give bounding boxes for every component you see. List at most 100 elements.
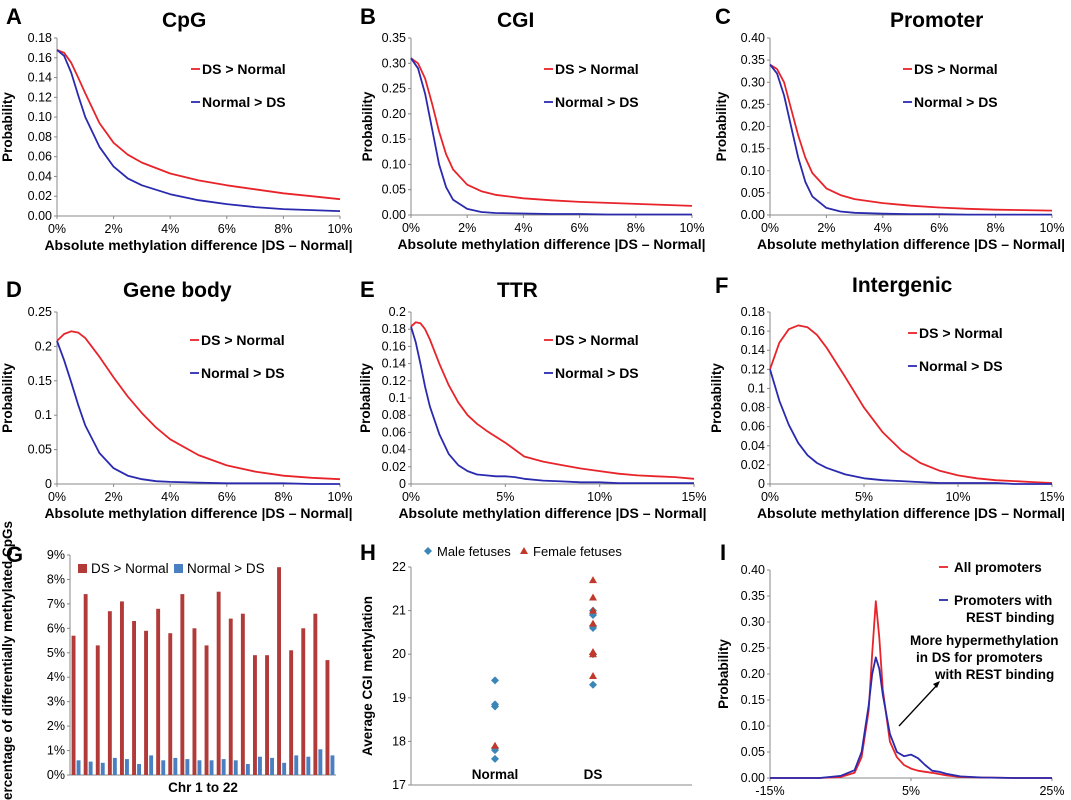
y-tick-label: 17 [392, 778, 406, 792]
bar-ds-gt-normal [156, 608, 161, 775]
bar-ds-gt-normal [95, 645, 100, 775]
legend-marker-male [424, 547, 432, 555]
annotation-text: with REST binding [934, 667, 1054, 682]
point-female [491, 741, 499, 749]
legend-label: Normal > DS [202, 94, 286, 110]
y-tick-label: 0.15 [741, 693, 765, 707]
y-tick-label: 0.14 [28, 71, 52, 85]
y-tick-label: 0.35 [741, 589, 765, 603]
y-tick-label: 0.05 [741, 186, 765, 200]
y-tick-label: 0.00 [741, 208, 765, 222]
panel-letter: H [360, 540, 376, 565]
y-tick-label: 0.00 [28, 209, 52, 223]
bar-normal-gt-ds [233, 760, 238, 775]
bar-ds-gt-normal [265, 655, 269, 775]
legend-label: Promoters with [954, 593, 1052, 608]
y-tick-label: 0.06 [741, 420, 765, 434]
x-tick-label: 25% [1039, 784, 1064, 798]
x-tick-label: 6% [571, 221, 589, 235]
y-axis-label: Percentage of differentially methylated … [0, 521, 15, 800]
panel-letter: D [6, 277, 22, 302]
x-tick-label: 5% [496, 490, 514, 504]
y-tick-label: 0.04 [382, 443, 406, 457]
bar-normal-gt-ds [161, 760, 166, 775]
legend-label: DS > Normal [914, 61, 998, 77]
panel-d: D Gene body 0 0.05 0.1 0.15 0.2 0.25 0% 2% 4% 6% 8% 1… [0, 277, 353, 521]
y-tick-label: 0.1 [35, 408, 52, 422]
y-tick-label: 0.16 [741, 324, 765, 338]
y-tick-label: 0.18 [741, 305, 765, 319]
chart-title: Gene body [123, 279, 232, 302]
series-line-1 [56, 330, 341, 481]
point-male [491, 702, 499, 711]
y-tick-label: 0.12 [28, 90, 52, 104]
x-axis-label: Absolute methylation difference |DS – No… [398, 505, 706, 521]
y-tick-label: 0% [47, 768, 65, 782]
category-label: Normal [472, 767, 519, 782]
bar-normal-gt-ds [282, 762, 287, 775]
bar-normal-gt-ds [185, 759, 190, 775]
legend-swatch [78, 564, 87, 573]
x-tick-label: -15% [755, 784, 784, 798]
annotation-arrow [898, 683, 939, 727]
y-tick-label: 0.18 [382, 322, 406, 336]
y-axis-label: Probability [0, 363, 15, 433]
legend-label: Male fetuses [437, 544, 511, 559]
bar-normal-gt-ds [330, 755, 335, 775]
y-tick-label: 0.12 [741, 362, 765, 376]
bar-ds-gt-normal [204, 645, 209, 775]
y-tick-label: 0.10 [382, 157, 406, 171]
legend-label: Female fetuses [533, 544, 622, 559]
panel-e: E TTR 0 0.02 0.04 0.06 0.08 0.1 0.12 0.14 0.16 0.18… [358, 277, 707, 521]
y-axis-label: Average CGI methylation [360, 596, 375, 756]
y-tick-label: 0.20 [741, 667, 765, 681]
x-tick-label: 5% [855, 490, 873, 504]
x-axis-label: Absolute methylation difference |DS – No… [757, 505, 1065, 521]
y-tick-label: 0.2 [35, 339, 52, 353]
y-tick-label: 0.1 [748, 381, 765, 395]
x-tick-label: 2% [105, 490, 123, 504]
x-tick-label: 8% [987, 221, 1005, 235]
x-axis-label: Chr 1 to 22 [168, 780, 238, 795]
bar-ds-gt-normal [120, 601, 124, 775]
x-tick-label: 10% [679, 221, 704, 235]
x-tick-label: 8% [274, 490, 292, 504]
series-line-2 [770, 656, 1052, 779]
x-tick-label: 10% [587, 490, 612, 504]
bar-normal-gt-ds [125, 759, 129, 775]
x-tick-label: 4% [874, 221, 892, 235]
bar-normal-gt-ds [112, 757, 117, 775]
y-tick-label: 6% [47, 621, 65, 635]
y-tick-label: 0.40 [741, 31, 765, 45]
bar-ds-gt-normal [253, 655, 257, 775]
chart-title: Intergenic [852, 274, 953, 297]
legend-label: DS > Normal [201, 332, 285, 348]
legend-label: DS > Normal [919, 325, 1003, 341]
panel-f: F Intergenic 0 0.02 0.04 0.06 0.08 0.1 0.12 0.14 0… [709, 273, 1065, 521]
panel-letter: B [360, 4, 376, 29]
x-tick-label: 15% [681, 490, 706, 504]
series-line-2 [56, 49, 341, 212]
y-tick-label: 0.25 [382, 82, 406, 96]
bar-normal-gt-ds [149, 755, 154, 775]
bar-normal-gt-ds [221, 759, 226, 775]
y-tick-label: 5% [47, 646, 65, 660]
y-tick-label: 0.35 [382, 31, 406, 45]
y-tick-label: 0.14 [741, 343, 765, 357]
x-tick-label: 8% [274, 222, 292, 236]
series-line-1 [770, 600, 1052, 779]
point-male [491, 676, 499, 685]
y-tick-label: 0.16 [28, 51, 52, 65]
y-tick-label: 19 [392, 691, 406, 705]
panel-i: I 0.00 0.05 0.10 0.15 0.20 0.25 0.30 0.35 0.40 -15… [716, 540, 1065, 800]
y-tick-label: 0.06 [28, 150, 52, 164]
legend-label: Normal > DS [201, 365, 285, 381]
y-tick-label: 8% [47, 572, 65, 586]
series-line-1 [410, 321, 695, 480]
y-tick-label: 0.15 [382, 132, 406, 146]
bar-ds-gt-normal [301, 628, 306, 775]
x-tick-label: 0% [402, 221, 420, 235]
y-tick-label: 0.04 [28, 169, 52, 183]
bar-normal-gt-ds [137, 764, 141, 775]
